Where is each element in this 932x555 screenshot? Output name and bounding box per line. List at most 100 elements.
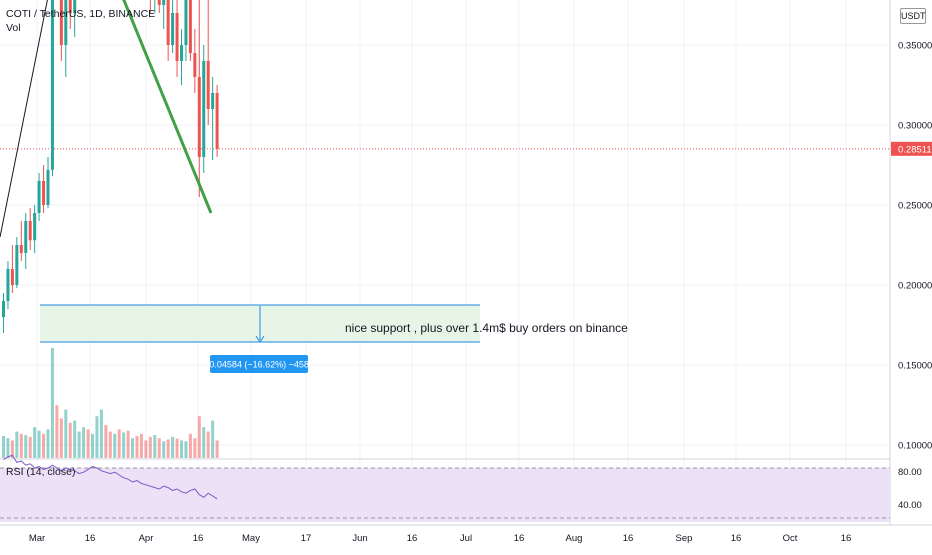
candle-body — [64, 0, 68, 45]
currency-badge[interactable]: USDT — [900, 8, 926, 24]
rsi-legend[interactable]: RSI (14, close) — [6, 466, 76, 478]
volume-bar — [184, 441, 188, 458]
volume-legend[interactable]: Vol — [6, 22, 21, 34]
volume-bar — [99, 409, 103, 458]
volume-bar — [175, 438, 179, 458]
volume-bar — [42, 433, 46, 458]
volume-bar — [202, 427, 206, 458]
volume-bar — [77, 431, 81, 458]
volume-bar — [211, 420, 215, 458]
volume-bar — [2, 436, 5, 458]
volume-bar — [37, 430, 41, 458]
volume-bar — [144, 440, 148, 458]
trend-line-up — [0, 0, 48, 238]
rsi-band — [0, 468, 890, 522]
volume-bar — [10, 440, 14, 458]
candle-body — [46, 169, 50, 205]
volume-bar — [166, 439, 170, 458]
volume-bar — [15, 431, 19, 458]
volume-bar — [157, 438, 161, 458]
candle-body — [73, 0, 77, 13]
candle-body — [202, 61, 206, 157]
candle-body — [166, 0, 170, 45]
time-tick-label: Sep — [676, 533, 693, 544]
measure-arrowhead — [255, 335, 265, 343]
time-tick-label: Mar — [29, 533, 45, 544]
candle-body — [10, 269, 14, 285]
price-tick-label: 0.25000 — [898, 201, 932, 212]
candle-body — [171, 13, 175, 45]
time-tick-label: 16 — [841, 533, 852, 544]
rsi-tick-label: 80.00 — [898, 467, 922, 478]
volume-bar — [68, 422, 72, 458]
candle-body — [19, 245, 23, 253]
time-tick-label: Aug — [566, 533, 583, 544]
symbol-legend[interactable]: COTI / TetherUS, 1D, BINANCE — [6, 8, 156, 20]
candle-body — [180, 45, 183, 61]
volume-bar — [117, 429, 121, 458]
volume-bar — [19, 433, 23, 458]
channel-lower-line — [122, 0, 213, 214]
candle-body — [157, 0, 161, 5]
volume-bar — [135, 436, 139, 458]
price-tick-label: 0.10000 — [898, 441, 932, 452]
volume-bar — [46, 429, 50, 458]
candle-body — [33, 213, 37, 241]
candle-body — [188, 0, 192, 53]
volume-bar — [95, 416, 99, 458]
volume-bar — [215, 440, 219, 458]
last-price-label: 0.28511 — [898, 144, 932, 155]
candle-body — [6, 269, 10, 301]
time-tick-label: 16 — [623, 533, 634, 544]
volume-bar — [91, 433, 94, 458]
candle-body — [197, 77, 201, 157]
volume-bar — [73, 420, 77, 458]
time-tick-label: May — [242, 533, 260, 544]
rsi-tick-label: 40.00 — [898, 500, 922, 511]
volume-bar — [153, 435, 157, 458]
time-tick-label: 17 — [301, 533, 312, 544]
time-tick-label: 16 — [514, 533, 525, 544]
price-tick-label: 0.30000 — [898, 121, 932, 132]
rsi-line — [3, 454, 218, 500]
support-note-text: nice support , plus over 1.4m$ buy order… — [345, 321, 628, 335]
candle-body — [42, 181, 46, 205]
time-tick-label: Oct — [783, 533, 798, 544]
time-tick-label: 16 — [407, 533, 418, 544]
volume-bar — [108, 431, 112, 458]
volume-bar — [188, 433, 192, 458]
volume-bar — [122, 432, 126, 458]
volume-bar — [193, 438, 197, 458]
volume-bar — [6, 438, 10, 458]
price-tick-label: 0.20000 — [898, 281, 932, 292]
volume-bar — [55, 405, 59, 458]
candle-body — [162, 0, 166, 5]
volume-bar — [59, 418, 63, 458]
price-tick-label: 0.35000 — [898, 41, 932, 52]
volume-bar — [139, 433, 143, 458]
volume-bar — [28, 436, 32, 458]
measure-badge — [210, 355, 308, 373]
candle-body — [206, 61, 210, 109]
candle-body — [175, 13, 179, 61]
time-tick-label: 16 — [193, 533, 204, 544]
measure-badge-text: −0.04584 (−16.62%) −4584 — [204, 360, 314, 370]
volume-bar — [206, 431, 210, 458]
candle-body — [28, 221, 32, 241]
volume-bar — [33, 427, 37, 458]
volume-bar — [197, 416, 201, 458]
candle-body — [184, 0, 188, 45]
candle-body — [211, 93, 215, 109]
candle-body — [59, 0, 63, 45]
volume-bar — [113, 433, 117, 458]
time-tick-label: 16 — [731, 533, 742, 544]
volume-bar — [104, 425, 108, 458]
last-price-badge — [891, 141, 932, 156]
volume-bar — [180, 440, 183, 458]
candle-body — [50, 0, 54, 170]
volume-bar — [24, 435, 28, 458]
volume-bar — [148, 436, 152, 458]
time-tick-label: Jun — [352, 533, 367, 544]
